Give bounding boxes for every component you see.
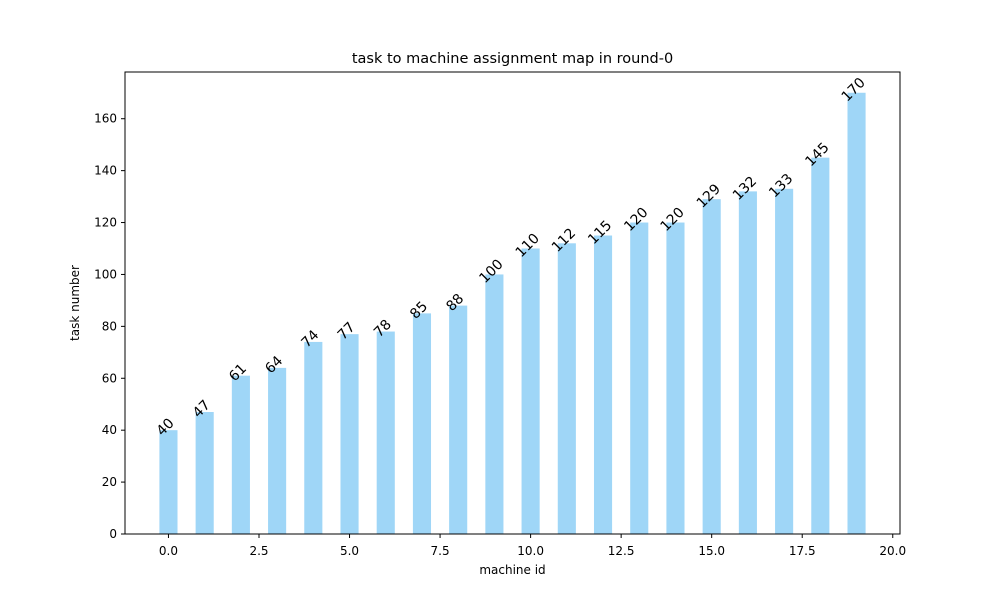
- x-tick-label: 0.0: [159, 544, 178, 558]
- x-axis: 0.0 2.5 5.0 7.5 10.0 12.5 15.0 17.5 20.0: [159, 534, 906, 558]
- bar: [231, 375, 250, 534]
- y-axis-label: task number: [68, 265, 82, 341]
- y-tick-label: 20: [102, 475, 117, 489]
- bar: [268, 367, 287, 534]
- y-tick-label: 160: [94, 112, 117, 126]
- bar: [593, 235, 613, 535]
- x-tick-label: 15.0: [698, 544, 725, 558]
- x-tick-label: 7.5: [431, 544, 450, 558]
- y-tick-label: 100: [94, 267, 117, 281]
- bar: [485, 274, 504, 534]
- bar: [195, 412, 214, 534]
- y-tick-label: 0: [109, 527, 117, 541]
- y-tick-label: 80: [102, 319, 117, 333]
- x-tick-label: 10.0: [517, 544, 544, 558]
- bar: [304, 341, 323, 534]
- bar: [738, 191, 757, 535]
- y-tick-label: 140: [94, 164, 117, 178]
- bar: [775, 188, 794, 534]
- bar: [630, 222, 649, 535]
- x-tick-label: 20.0: [879, 544, 906, 558]
- y-tick-label: 120: [94, 216, 117, 230]
- bars-group: [159, 92, 866, 535]
- x-tick-label: 5.0: [340, 544, 359, 558]
- bar: [159, 430, 178, 534]
- bar: [666, 222, 685, 535]
- bar: [376, 331, 395, 534]
- bar: [847, 92, 866, 535]
- x-axis-label: machine id: [479, 563, 545, 577]
- plot-frame: [124, 71, 901, 535]
- y-tick-label: 60: [102, 371, 117, 385]
- bar: [340, 334, 359, 534]
- bar: [557, 243, 576, 534]
- bar: [412, 313, 432, 534]
- bar: [702, 199, 721, 534]
- chart-title: task to machine assignment map in round-…: [352, 51, 673, 67]
- x-tick-label: 2.5: [249, 544, 268, 558]
- x-tick-label: 12.5: [608, 544, 635, 558]
- x-tick-label: 17.5: [789, 544, 816, 558]
- bar: [811, 157, 830, 535]
- bar: [449, 305, 468, 534]
- y-tick-label: 40: [102, 423, 117, 437]
- bar: [521, 248, 540, 534]
- y-axis: 0 20 40 60 80 100 120 140 160: [94, 112, 125, 541]
